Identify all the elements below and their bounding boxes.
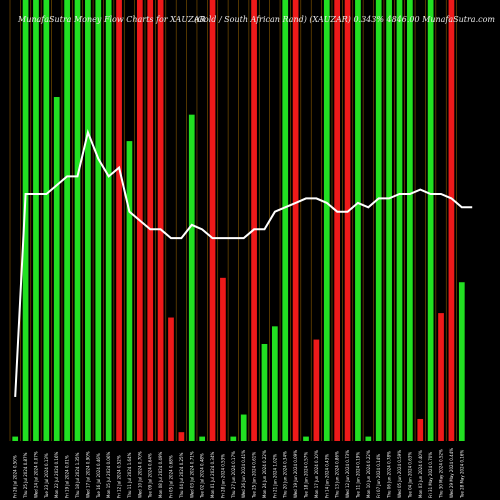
flow-bar — [85, 0, 91, 441]
flow-bar — [157, 0, 164, 441]
flow-bar — [438, 313, 444, 441]
x-tick-label: Wed 03 Jul 2024 0.71% — [189, 451, 194, 498]
flow-bar — [448, 0, 455, 441]
flow-bar — [271, 326, 278, 441]
flow-bar — [64, 0, 70, 441]
x-tick-label: Mon 08 Jul 2024 0.49% — [158, 451, 163, 498]
x-tick-label: Fri 31 May 2024 0.70% — [428, 452, 433, 498]
flow-bar — [74, 0, 81, 441]
flow-bar — [292, 0, 299, 441]
flow-bar — [313, 339, 320, 441]
x-tick-label: Thu 20 Jun 2024 0.34% — [283, 451, 288, 499]
flow-bar — [427, 0, 434, 441]
flow-bar — [344, 0, 351, 441]
x-tick-label: Thu 18 Jul 2024 1.35% — [75, 452, 80, 499]
bar-separators — [9, 0, 457, 441]
x-tick-label: Thu 27 Jun 2024 0.17% — [231, 451, 236, 499]
flow-bar — [355, 0, 361, 441]
flow-bar — [126, 141, 133, 441]
x-tick-label: Mon 17 Jun 2024 0.10% — [314, 450, 319, 498]
x-tick-label: Tue 02 Jul 2024 0.48% — [200, 453, 205, 499]
flow-bar — [168, 317, 174, 441]
x-tick-label: Thu 25 Jul 2024 0.87% — [23, 452, 28, 499]
chart-title: MunafaSutra Money Flow Charts for XAUZAR — [17, 15, 205, 24]
flow-bar — [116, 0, 122, 441]
flow-bar — [407, 0, 413, 441]
flow-bar — [53, 97, 60, 442]
x-tick-label: Wed 24 Jul 2024 0.07% — [33, 451, 38, 498]
x-tick-label: Fri 28 Jun 2024 0.53% — [220, 454, 225, 498]
flow-bar — [199, 436, 206, 441]
flow-bar — [12, 436, 19, 441]
flow-bar — [417, 418, 424, 441]
flow-bar — [188, 114, 195, 441]
x-tick-label: Fri 14 Jun 2024 0.43% — [324, 454, 329, 498]
flow-bar — [261, 343, 268, 441]
x-tick-label: Mon 24 Jun 2024 0.22% — [262, 450, 267, 498]
flow-bar — [33, 0, 39, 441]
x-tick-label: Thu 11 Jul 2024 1.64% — [127, 452, 132, 499]
x-tick-label: Thu 06 Jun 2024 0.78% — [387, 451, 392, 499]
flow-bar — [220, 277, 226, 441]
x-tick-label: Wed 26 Jun 2024 0.41% — [241, 450, 246, 498]
flow-bar — [365, 436, 372, 441]
x-tick-label: Tue 09 Jul 2024 0.64% — [148, 453, 153, 499]
x-tick-label: Tue 28 May 2024 0.16% — [459, 450, 464, 499]
flow-bar — [282, 0, 289, 441]
x-tick-label: Fri 07 Jun 2024 0.14% — [376, 454, 381, 498]
x-tick-label: Mon 03 Jun 2024 0.40% — [418, 450, 423, 498]
flow-bar — [375, 0, 382, 441]
x-tick-label: Tue 11 Jun 2024 0.19% — [355, 452, 360, 499]
x-tick-label: Thu 30 May 2024 0.52% — [439, 449, 444, 499]
x-tick-label: Wed 12 Jun 2024 0.73% — [345, 450, 350, 498]
flow-bar — [95, 0, 102, 441]
x-tick-label: Thu 13 Jun 2024 0.86% — [335, 451, 340, 499]
flow-bar — [230, 436, 237, 441]
x-tick-label: Fri 12 Jul 2024 0.52% — [117, 455, 122, 498]
flow-bar — [458, 282, 465, 441]
x-tick-label: Tue 04 Jun 2024 0.63% — [407, 452, 412, 499]
flow-bar — [147, 0, 154, 441]
chart-subtitle: (Gold / South African Rand) (XAUZAR) 0.3… — [194, 15, 495, 24]
x-tick-label: Wed 19 Jun 2024 0.09% — [293, 450, 298, 498]
x-tick-label: Fri 21 Jun 2024 1.02% — [272, 454, 277, 498]
flow-bar — [178, 432, 185, 441]
x-tick-label: Wed 29 May 2024 0.44% — [449, 448, 454, 498]
x-tick-label: Wed 17 Jul 2024 0.90% — [85, 451, 90, 498]
flow-bar — [323, 0, 330, 441]
flow-bar — [22, 0, 29, 441]
x-tick-label: Fri 26 Jul 2024 0.50% — [13, 455, 18, 498]
x-tick-label: Wed 10 Jul 2024 0.70% — [137, 451, 142, 498]
flow-bars — [12, 0, 465, 442]
trend-line — [14, 128, 473, 397]
x-tick-label: Fri 05 Jul 2024 0.68% — [168, 455, 173, 498]
x-axis-labels: Fri 26 Jul 2024 0.50% Thu 25 Jul 2024 0.8… — [13, 448, 465, 499]
x-tick-label: Thu 04 Jul 2024 0.25% — [179, 452, 184, 499]
x-tick-label: Wed 05 Jun 2024 0.59% — [397, 450, 402, 498]
flow-bar — [105, 0, 112, 441]
flow-bar — [43, 0, 50, 441]
x-tick-label: Mon 15 Jul 2024 0.06% — [106, 451, 111, 498]
x-tick-label: Mon 22 Jul 2024 0.16% — [54, 451, 59, 498]
x-tick-label: Mon 10 Jun 2024 0.22% — [366, 450, 371, 498]
flow-bar — [334, 0, 341, 441]
x-tick-label: Tue 25 Jun 2024 0.61% — [252, 452, 257, 499]
x-tick-label: Tue 23 Jul 2024 0.13% — [44, 453, 49, 499]
x-tick-label: Mon 01 Jul 2024 0.34% — [210, 451, 215, 498]
flow-bar — [209, 0, 216, 441]
x-tick-label: Tue 16 Jul 2024 0.46% — [96, 453, 101, 499]
flow-bar — [303, 436, 309, 441]
flow-bar — [240, 414, 247, 441]
x-tick-label: Fri 19 Jul 2024 0.01% — [65, 455, 70, 498]
flow-bar — [251, 0, 257, 441]
flow-bar — [396, 0, 403, 441]
flow-bar — [386, 0, 392, 441]
x-tick-label: Tue 18 Jun 2024 0.57% — [304, 452, 309, 499]
